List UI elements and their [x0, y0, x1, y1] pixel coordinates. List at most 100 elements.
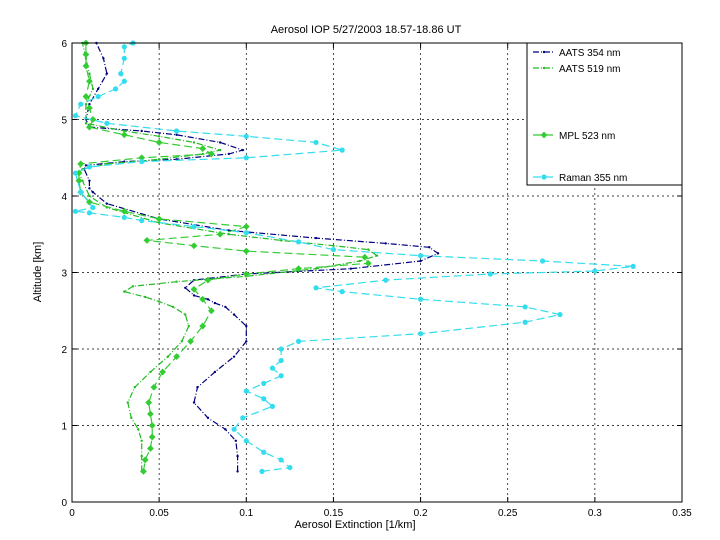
data-point — [417, 296, 424, 302]
x-axis-label: Aerosol Extinction [1/km] — [294, 519, 415, 531]
data-point — [187, 337, 194, 345]
y-tick-label: 2 — [61, 345, 67, 356]
data-point — [157, 300, 161, 303]
data-point — [339, 147, 345, 153]
data-point — [72, 170, 79, 176]
data-point — [138, 154, 146, 162]
data-point — [78, 189, 84, 195]
series-mpl-523-nm — [75, 39, 372, 475]
data-point — [102, 57, 105, 60]
data-point — [75, 177, 83, 185]
data-point — [84, 103, 88, 106]
data-point — [243, 388, 249, 394]
data-point — [261, 449, 267, 455]
data-point — [123, 290, 126, 293]
data-point — [241, 148, 244, 152]
data-point — [261, 380, 267, 387]
data-point — [180, 340, 183, 343]
data-point — [150, 383, 158, 391]
data-point — [192, 401, 196, 404]
data-point — [295, 265, 302, 273]
y-tick-label: 3 — [61, 269, 67, 280]
data-point — [278, 346, 284, 352]
data-point — [149, 370, 152, 374]
legend-label: AATS 354 nm — [559, 48, 621, 59]
legend-box — [526, 42, 683, 186]
data-point — [88, 179, 91, 182]
data-point — [137, 428, 140, 431]
data-point — [332, 244, 335, 247]
data-point — [72, 113, 79, 119]
data-point — [278, 357, 284, 364]
data-point — [236, 454, 239, 458]
data-point — [539, 258, 546, 264]
data-point — [131, 285, 135, 288]
data-point — [199, 145, 207, 152]
data-point — [269, 365, 276, 371]
data-point — [227, 152, 231, 156]
data-point — [287, 464, 293, 471]
data-point — [204, 276, 212, 284]
data-point — [159, 368, 167, 376]
data-point — [522, 319, 528, 325]
data-point — [84, 164, 88, 167]
data-point — [349, 267, 353, 270]
data-point — [243, 438, 249, 444]
data-point — [199, 295, 207, 303]
data-point — [192, 141, 196, 144]
data-point — [147, 445, 154, 452]
data-point — [86, 198, 93, 206]
data-point — [240, 415, 246, 421]
data-point — [199, 322, 207, 330]
data-point — [175, 133, 178, 136]
data-point — [140, 454, 143, 458]
data-point — [213, 301, 217, 305]
data-point — [91, 87, 95, 91]
data-point — [157, 221, 161, 224]
data-point — [417, 253, 424, 259]
legend-label: Raman 355 nm — [559, 173, 627, 184]
data-point — [90, 204, 96, 211]
legend-label: MPL 523 nm — [559, 131, 615, 142]
data-point — [243, 230, 249, 236]
data-point — [206, 298, 210, 301]
data-point — [236, 470, 239, 473]
y-tick-label: 0 — [61, 498, 67, 509]
data-point — [592, 268, 598, 274]
data-point — [259, 468, 265, 474]
data-point — [82, 93, 90, 100]
data-point — [175, 280, 178, 283]
y-tick-label: 4 — [61, 192, 67, 203]
data-point — [330, 246, 337, 253]
x-tick-label: 0.3 — [588, 508, 602, 519]
legend: AATS 354 nm AATS 519 nm MPL 523 nm Raman 35… — [526, 42, 683, 186]
data-point — [339, 289, 345, 295]
x-tick-label: 0.35 — [672, 508, 692, 519]
data-point — [157, 135, 161, 138]
data-point — [121, 78, 127, 84]
data-point — [139, 158, 145, 165]
data-point — [91, 190, 95, 194]
data-point — [314, 267, 318, 270]
data-point — [72, 208, 79, 214]
data-point — [155, 215, 163, 223]
data-point — [86, 164, 93, 170]
data-point — [86, 77, 93, 85]
x-tick-label: 0.05 — [149, 508, 169, 519]
data-point — [234, 439, 238, 442]
data-point — [542, 66, 546, 70]
data-point — [77, 160, 85, 168]
data-point — [419, 259, 422, 263]
data-point — [166, 355, 170, 358]
data-point — [313, 285, 319, 291]
data-point — [206, 416, 210, 420]
data-point — [141, 456, 149, 464]
data-point — [428, 246, 431, 249]
data-point — [557, 311, 563, 318]
data-point — [295, 338, 302, 344]
ticks: 0 0.05 0.1 0.15 0.2 0.25 0.3 0.35 0 1 2 3 4 5 6 — [61, 39, 692, 519]
data-point — [487, 271, 493, 277]
data-point — [630, 263, 636, 269]
data-point — [88, 72, 91, 75]
data-point — [367, 248, 370, 251]
